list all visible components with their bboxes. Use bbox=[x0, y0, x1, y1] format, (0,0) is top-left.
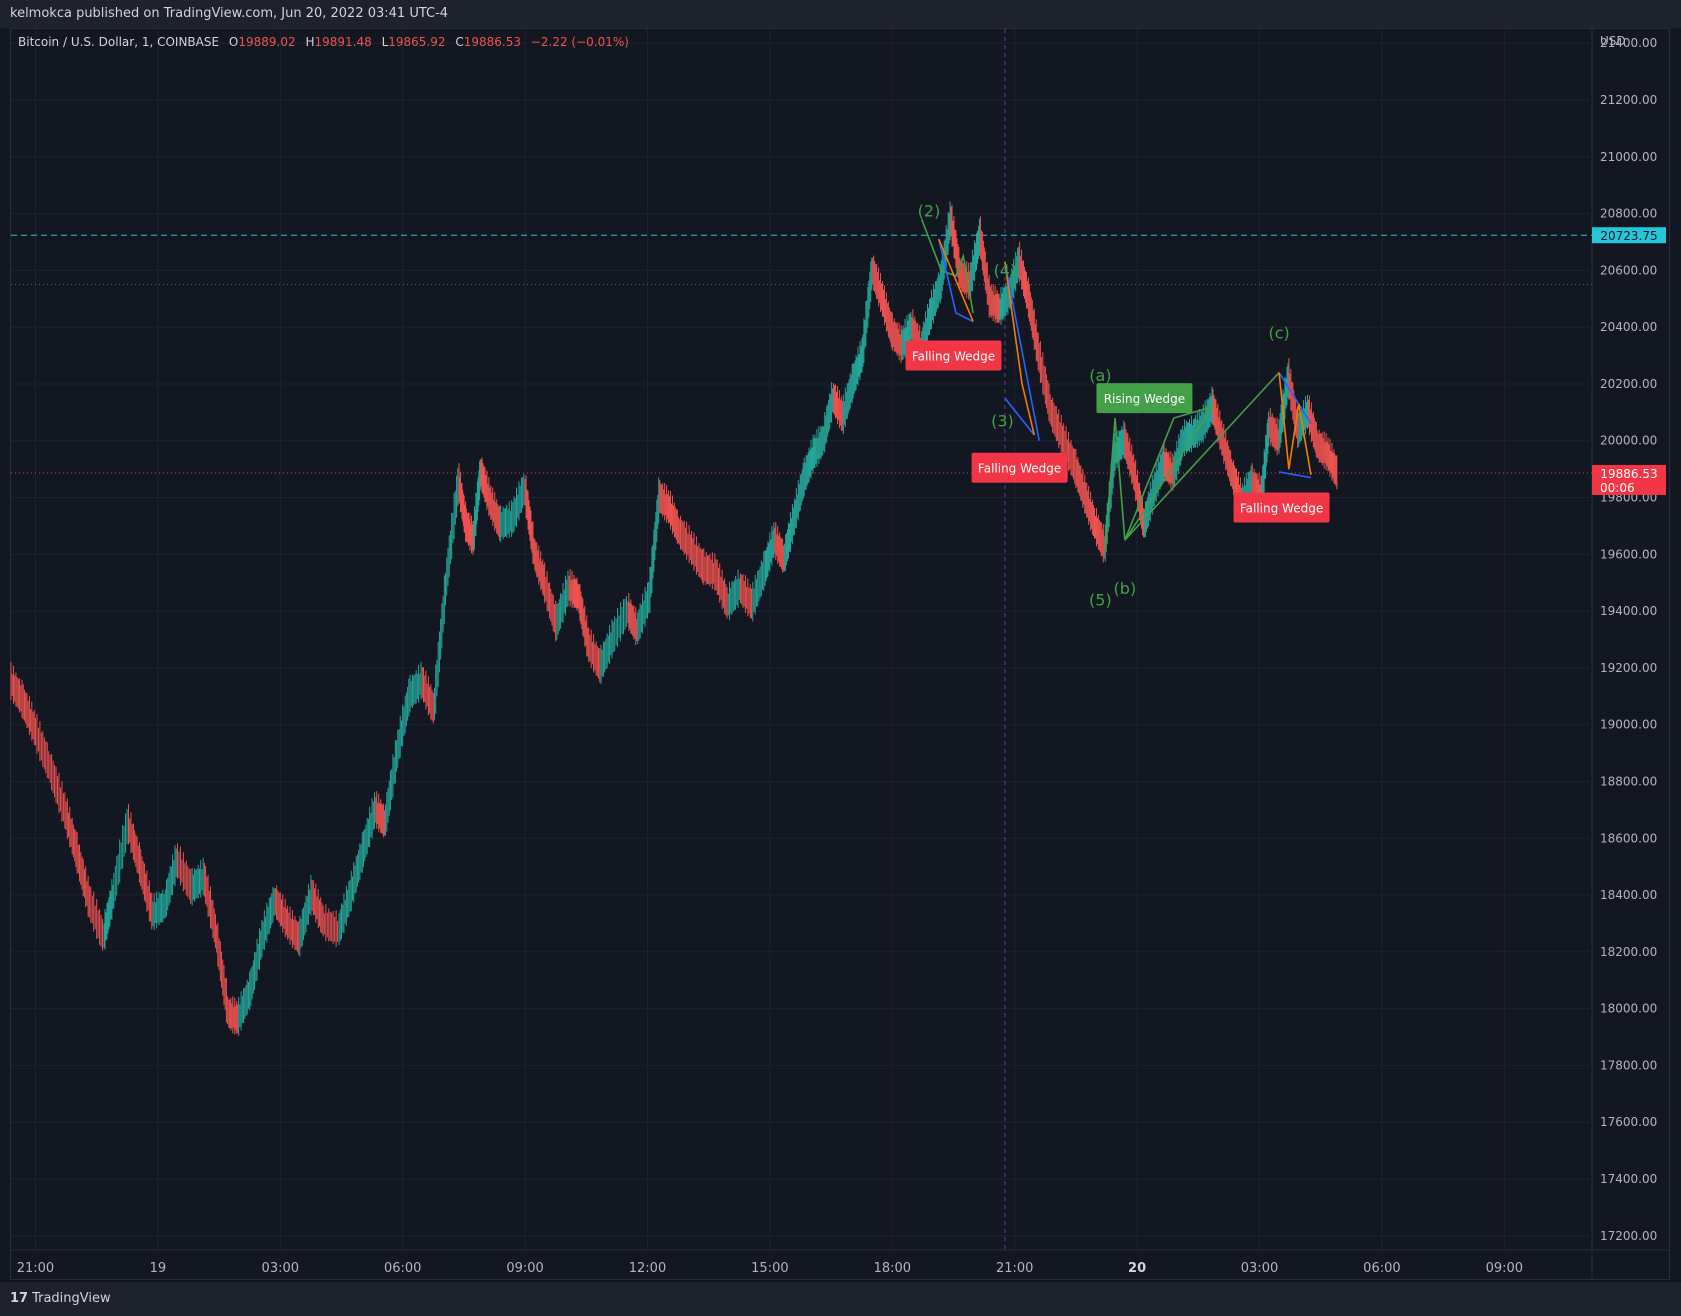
publish-header: kelmokca published on TradingView.com, J… bbox=[0, 0, 1681, 28]
y-tick-label: 18800.00 bbox=[1600, 774, 1657, 788]
x-tick-label: 09:00 bbox=[1486, 1261, 1523, 1276]
wave-label: (a) bbox=[1089, 366, 1111, 385]
x-tick-label: 19 bbox=[150, 1261, 167, 1276]
x-tick-label: 03:00 bbox=[1241, 1261, 1278, 1276]
x-tick-label: 21:00 bbox=[996, 1261, 1033, 1276]
price-chart[interactable]: 21400.00 21200.00 21000.00 20800.00 20600.00… bbox=[0, 0, 1681, 1282]
y-tick-label: 17800.00 bbox=[1600, 1058, 1657, 1072]
pattern-tag-bg bbox=[905, 340, 1002, 371]
x-tick-label: 12:00 bbox=[629, 1261, 666, 1276]
open-label: O bbox=[228, 35, 239, 49]
x-tick-label: 15:00 bbox=[751, 1261, 788, 1276]
price-tag-bg bbox=[1592, 464, 1666, 495]
wedge-zigzag bbox=[1278, 372, 1312, 475]
y-tick-label: 19600.00 bbox=[1600, 547, 1657, 561]
close-label: C bbox=[455, 35, 464, 49]
low-value: 19865.92 bbox=[388, 35, 446, 49]
wave-label: (b) bbox=[1114, 579, 1137, 598]
y-tick-label: 21000.00 bbox=[1600, 150, 1657, 164]
x-tick-label: 03:00 bbox=[262, 1261, 299, 1276]
low-label: L bbox=[381, 35, 389, 49]
y-tick-label: 20400.00 bbox=[1600, 320, 1657, 334]
pattern-tag-bg bbox=[1096, 383, 1193, 414]
brand-name: TradingView bbox=[32, 1291, 111, 1306]
tradingview-logo-icon: 17 bbox=[10, 1291, 29, 1306]
close-value: 19886.53 bbox=[463, 35, 522, 49]
wedge-lower-line bbox=[1278, 471, 1312, 479]
y-tick-label: 19200.00 bbox=[1600, 661, 1657, 675]
open-value: 19889.02 bbox=[238, 35, 296, 49]
currency-label: USD bbox=[1600, 34, 1626, 48]
y-tick-label: 17600.00 bbox=[1600, 1115, 1657, 1129]
wave-label: (4) bbox=[994, 261, 1017, 280]
y-tick-label: 18600.00 bbox=[1600, 831, 1657, 845]
wedge-lower-line bbox=[1004, 397, 1035, 436]
y-tick-label: 20000.00 bbox=[1600, 434, 1657, 448]
wave-path bbox=[920, 218, 974, 314]
high-value: 19891.48 bbox=[314, 35, 372, 49]
x-tick-label: 21:00 bbox=[17, 1261, 54, 1276]
y-tick-label: 18000.00 bbox=[1600, 1002, 1657, 1016]
wave-label: (2) bbox=[918, 201, 941, 220]
chart-frame[interactable] bbox=[10, 28, 1670, 1280]
y-tick-label: 17200.00 bbox=[1600, 1229, 1657, 1243]
wave-label: (c) bbox=[1268, 324, 1289, 343]
x-tick-label: 06:00 bbox=[1363, 1261, 1400, 1276]
wedge-zigzag bbox=[938, 238, 974, 322]
pattern-tag-label: Falling Wedge bbox=[1240, 501, 1323, 515]
pattern-tag-bg bbox=[1233, 492, 1330, 523]
symbol-legend: Bitcoin / U.S. Dollar, 1, COINBASE O1988… bbox=[18, 35, 629, 49]
y-tick-label: 19000.00 bbox=[1600, 718, 1657, 732]
y-tick-label: 21200.00 bbox=[1600, 93, 1657, 107]
wedge-lower-line bbox=[938, 238, 974, 323]
y-tick-label: 19400.00 bbox=[1600, 604, 1657, 618]
pattern-tag-label: Falling Wedge bbox=[912, 350, 995, 364]
price-tag-label: 19886.53 bbox=[1600, 467, 1657, 481]
x-tick-label: 09:00 bbox=[506, 1261, 543, 1276]
rising-wedge-lower bbox=[1124, 406, 1214, 541]
y-tick-label: 17400.00 bbox=[1600, 1172, 1657, 1186]
wedge-zigzag bbox=[1004, 261, 1036, 436]
wave-c-line bbox=[1124, 372, 1280, 541]
wave-label: (3) bbox=[991, 412, 1014, 431]
high-label: H bbox=[305, 35, 315, 49]
pattern-tag-label: Falling Wedge bbox=[978, 462, 1061, 476]
price-tag-bg bbox=[1592, 227, 1666, 244]
wedge-upper-line bbox=[1278, 372, 1312, 425]
symbol-name: Bitcoin / U.S. Dollar, 1, COINBASE bbox=[18, 35, 220, 49]
x-tick-label: 18:00 bbox=[874, 1261, 911, 1276]
x-tick-label: 06:00 bbox=[384, 1261, 421, 1276]
wedge-upper-line bbox=[1004, 261, 1040, 441]
x-tick-label: 20 bbox=[1128, 1261, 1146, 1276]
wave-label: (5) bbox=[1089, 590, 1112, 609]
price-tag-label: 20723.75 bbox=[1600, 229, 1657, 243]
y-tick-label: 20800.00 bbox=[1600, 207, 1657, 221]
y-tick-label: 18400.00 bbox=[1600, 888, 1657, 902]
countdown-label: 00:06 bbox=[1600, 481, 1635, 495]
pattern-tag-label: Rising Wedge bbox=[1104, 392, 1185, 406]
change-value: −2.22 (−0.01%) bbox=[530, 35, 629, 49]
published-text: kelmokca published on TradingView.com, J… bbox=[10, 6, 449, 21]
y-tick-label: 18200.00 bbox=[1600, 945, 1657, 959]
pattern-tag-bg bbox=[971, 452, 1068, 483]
footer-bar: 17 TradingView bbox=[0, 1282, 1681, 1316]
y-tick-label: 20600.00 bbox=[1600, 263, 1657, 277]
y-tick-label: 21400.00 bbox=[1600, 36, 1657, 50]
y-tick-label: 20200.00 bbox=[1600, 377, 1657, 391]
